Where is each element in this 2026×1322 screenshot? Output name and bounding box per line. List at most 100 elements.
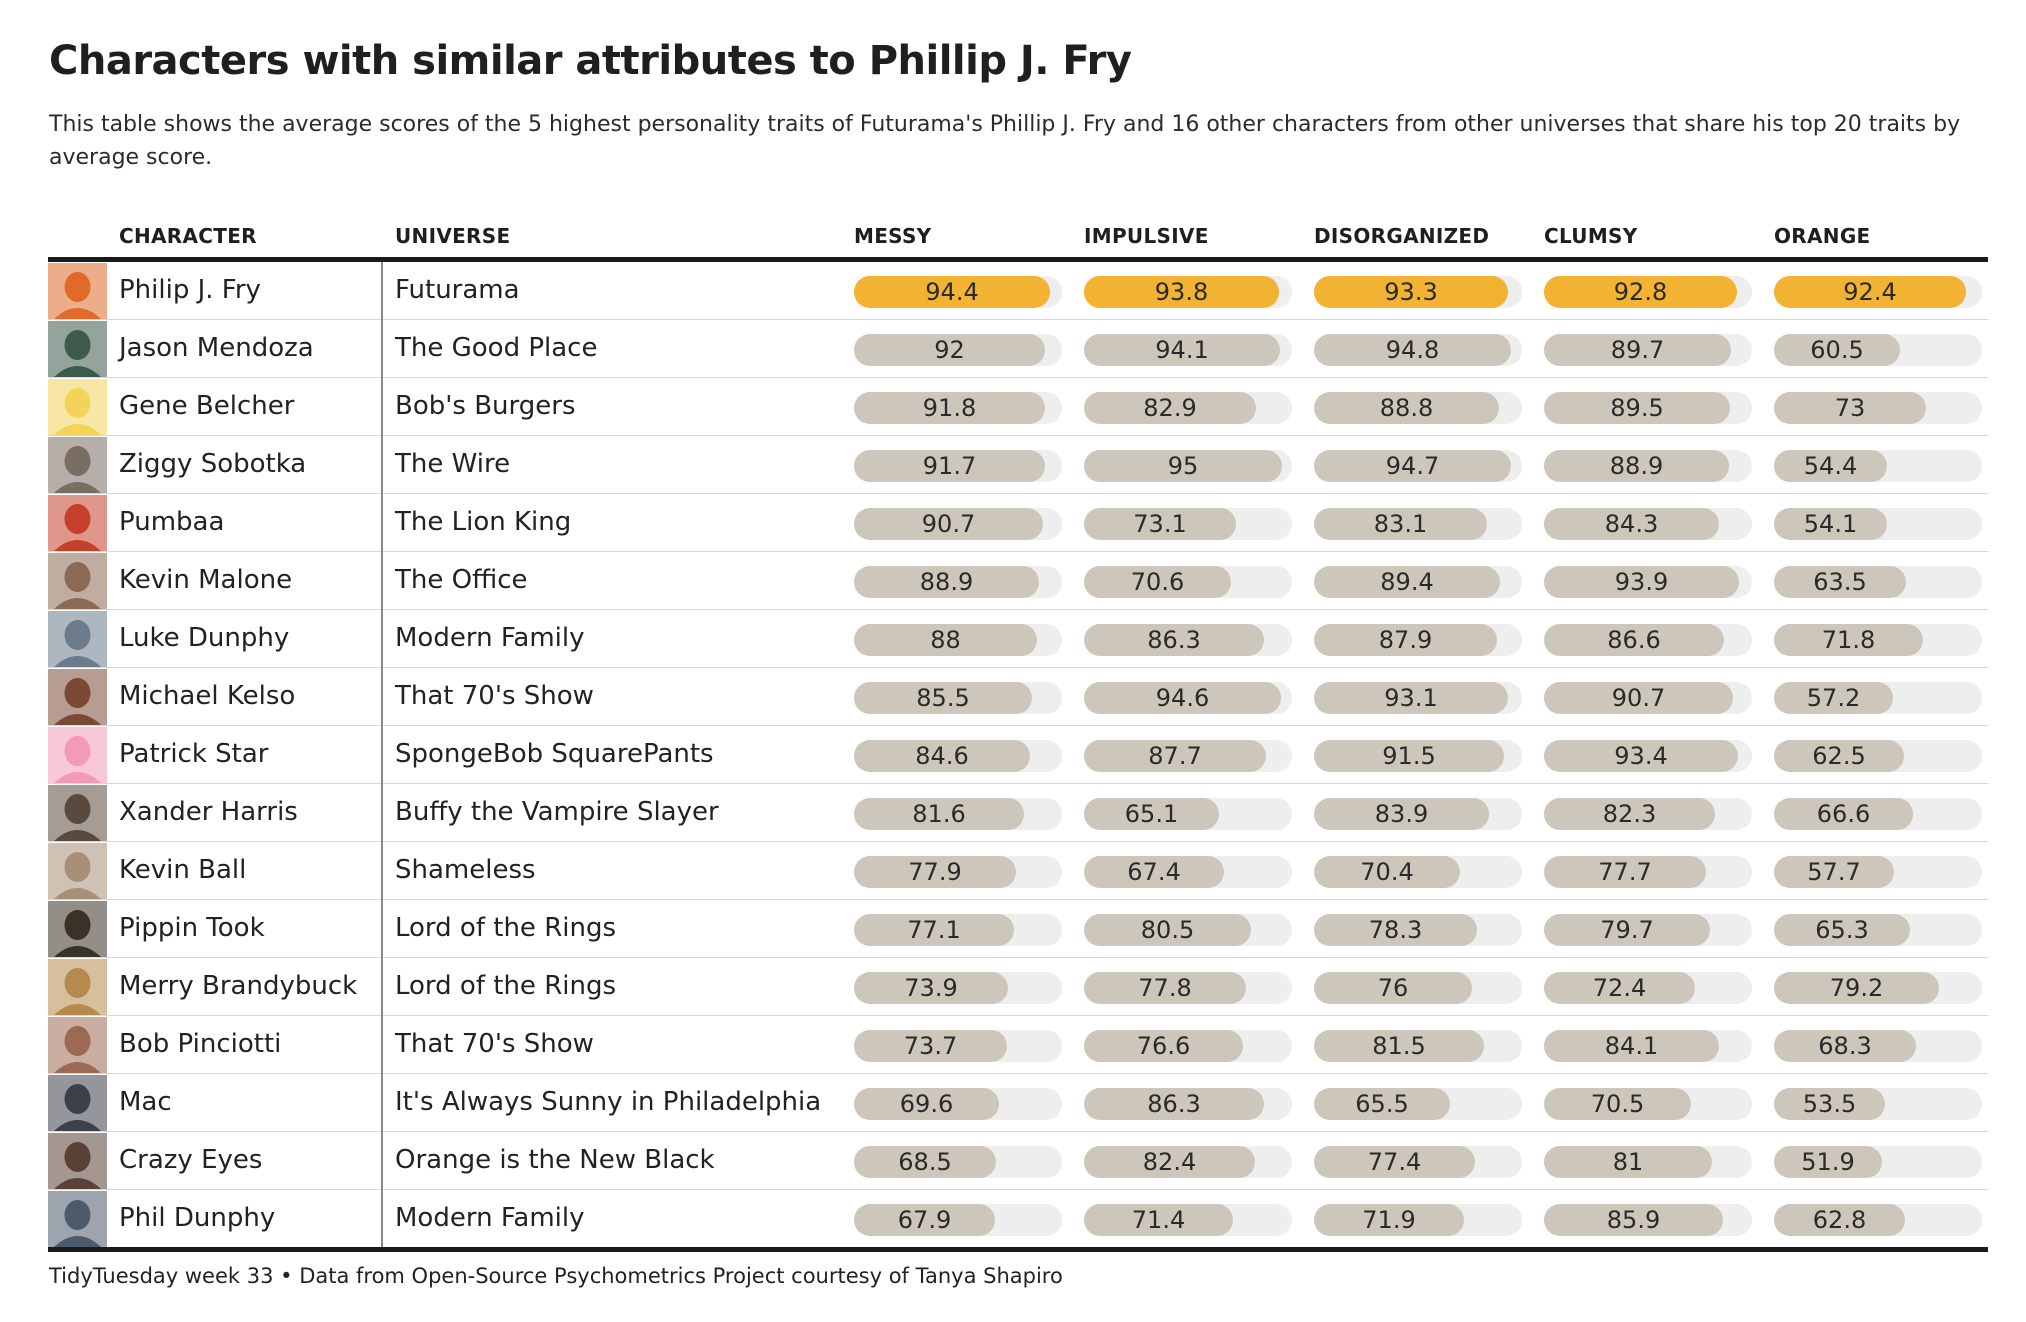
messy-bar-track [854,740,1062,772]
character-avatar [48,263,107,319]
orange-bar [1774,972,1939,1004]
universe-name: The Office [395,565,528,595]
table-row: Gene Belcher Bob's Burgers 91.8 82.9 88.8 89.… [48,378,1988,436]
clumsy-bar [1544,450,1729,482]
clumsy-bar-track [1544,334,1752,366]
impulsive-value-label: 76.6 [1136,1032,1191,1060]
orange-bar-track [1774,392,1982,424]
character-name: Merry Brandybuck [119,971,358,1001]
column-divider [381,552,383,610]
impulsive-bar [1084,682,1281,714]
clumsy-bar [1544,914,1710,946]
disorganized-value-label: 65.5 [1355,1090,1409,1118]
column-divider [381,1074,383,1132]
clumsy-value-label: 72.4 [1592,974,1647,1002]
column-divider [381,494,383,552]
orange-value-label: 79.2 [1829,974,1884,1002]
character-name: Bob Pinciotti [119,1029,282,1059]
orange-bar-track [1774,566,1982,598]
orange-bar-track [1774,1146,1982,1178]
messy-bar [854,624,1037,656]
impulsive-value-label: 73.1 [1133,510,1187,538]
character-avatar [48,611,107,667]
impulsive-bar [1084,856,1224,888]
clumsy-value-label: 92.8 [1613,278,1668,306]
character-name: Xander Harris [119,797,298,827]
impulsive-bar-track [1084,450,1292,482]
messy-value-label: 73.9 [904,974,958,1002]
orange-value-label: 68.3 [1818,1032,1872,1060]
character-avatar [48,785,107,841]
messy-value-label: 91.8 [922,394,977,422]
orange-bar-track [1774,334,1982,366]
character-avatar [48,727,107,783]
table-row: Philip J. Fry Futurama 94.4 93.8 93.3 92.8 92.… [48,262,1988,320]
impulsive-bar-track [1084,682,1292,714]
disorganized-value-label: 70.4 [1360,858,1414,886]
orange-bar [1774,1088,1885,1120]
impulsive-bar-track [1084,972,1292,1004]
character-avatar [48,959,107,1015]
table-row: Merry Brandybuck Lord of the Rings 73.9 77.… [48,958,1988,1016]
chart-footer: TidyTuesday week 33 • Data from Open-Sou… [49,1264,1063,1288]
header-universe: UNIVERSE [395,224,511,248]
character-name: Patrick Star [119,739,269,769]
impulsive-bar [1084,1030,1243,1062]
orange-bar-track [1774,276,1982,308]
orange-bar-track [1774,624,1982,656]
impulsive-bar [1084,276,1279,308]
disorganized-bar [1314,740,1504,772]
column-divider [381,436,383,494]
universe-name: That 70's Show [395,1029,594,1059]
clumsy-value-label: 93.4 [1614,742,1668,770]
impulsive-bar-track [1084,392,1292,424]
universe-name: Modern Family [395,623,585,653]
orange-bar-track [1774,798,1982,830]
impulsive-value-label: 70.6 [1130,568,1185,596]
impulsive-bar [1084,914,1251,946]
messy-bar [854,450,1045,482]
disorganized-bar [1314,972,1472,1004]
messy-bar [854,508,1043,540]
impulsive-value-label: 82.9 [1143,394,1197,422]
clumsy-bar [1544,972,1695,1004]
clumsy-bar-track [1544,856,1752,888]
disorganized-bar [1314,276,1508,308]
universe-name: Lord of the Rings [395,971,617,1001]
messy-value-label: 91.7 [922,452,977,480]
table-header: CHARACTER UNIVERSE MESSY IMPULSIVE DISOR… [48,212,1988,257]
impulsive-bar [1084,1146,1255,1178]
impulsive-bar-track [1084,1088,1292,1120]
clumsy-bar [1544,1088,1691,1120]
clumsy-bar [1544,682,1733,714]
clumsy-value-label: 89.7 [1610,336,1665,364]
messy-bar [854,1146,996,1178]
disorganized-bar-track [1314,914,1522,946]
character-name: Jason Mendoza [119,333,314,363]
header-disorganized: DISORGANIZED [1314,224,1490,248]
orange-bar [1774,276,1966,308]
impulsive-bar [1084,1204,1233,1236]
messy-bar-track [854,1146,1062,1178]
orange-bar [1774,914,1910,946]
column-divider [381,262,383,320]
orange-bar [1774,508,1887,540]
impulsive-bar [1084,508,1236,540]
messy-bar-track [854,914,1062,946]
clumsy-bar [1544,276,1737,308]
table-body: Philip J. Fry Futurama 94.4 93.8 93.3 92.8 92.… [48,262,1988,1248]
table-row: Ziggy Sobotka The Wire 91.7 95 94.7 88.9 54.4 [48,436,1988,494]
messy-bar-track [854,856,1062,888]
disorganized-bar-track [1314,740,1522,772]
character-avatar [48,901,107,957]
clumsy-bar-track [1544,450,1752,482]
disorganized-value-label: 71.9 [1362,1206,1416,1234]
impulsive-bar-track [1084,914,1292,946]
messy-bar-track [854,508,1062,540]
impulsive-value-label: 93.8 [1154,278,1209,306]
clumsy-value-label: 89.5 [1610,394,1664,422]
clumsy-value-label: 70.5 [1590,1090,1645,1118]
clumsy-value-label: 84.1 [1604,1032,1659,1060]
messy-bar [854,276,1050,308]
orange-bar [1774,682,1893,714]
